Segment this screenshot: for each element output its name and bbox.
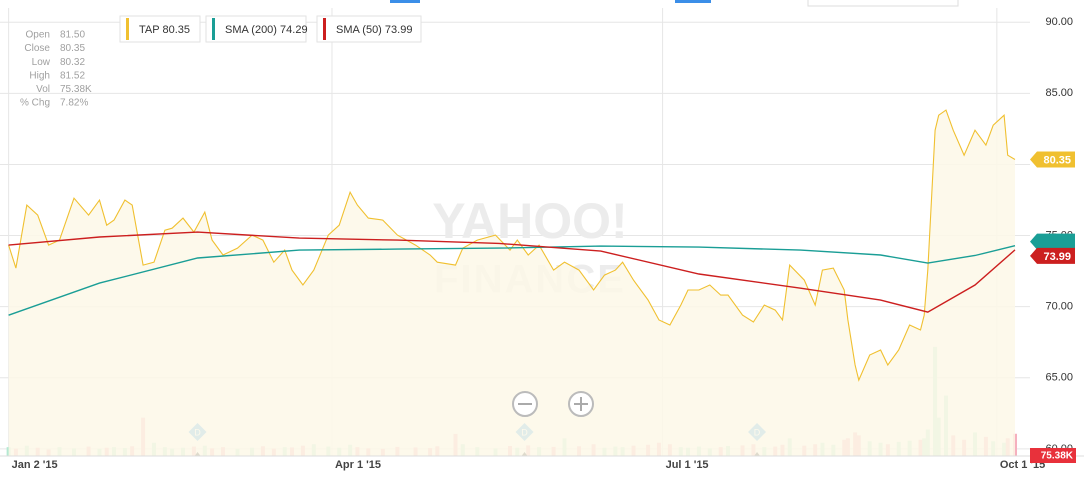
legend-label: TAP 80.35: [139, 24, 190, 36]
legend-box: [205, 15, 307, 43]
legend-name: SMA (200): [225, 24, 277, 36]
y-tick-label: 90.00: [1045, 16, 1073, 28]
x-tick-label: Jan 2 '15: [12, 459, 58, 471]
quote-label: Open: [26, 30, 50, 41]
legend-swatch: [126, 18, 129, 40]
legend-box: [119, 15, 201, 43]
legend-item[interactable]: TAP 80.35: [119, 15, 201, 43]
legend-value: 74.29: [280, 24, 308, 36]
quote-value: 81.50: [60, 30, 85, 41]
quote-value: 80.35: [60, 43, 85, 54]
sma200-pill-bg: [1030, 233, 1075, 250]
legend-item[interactable]: SMA (200) 74.29: [205, 15, 308, 43]
quote-label: High: [29, 70, 50, 81]
x-tick-label: Jul 1 '15: [666, 459, 709, 471]
legend-value: 80.35: [162, 24, 190, 36]
legend-item[interactable]: SMA (50) 73.99: [316, 15, 422, 43]
zoom-controls: [512, 391, 594, 417]
plot: DDD: [8, 109, 1016, 456]
toolbar-box: [807, 0, 959, 7]
price-area: [8, 110, 1016, 456]
quote-panel: Open 81.50 Close 80.35 Low 80.32 High 81.52 Vol 7…: [20, 30, 92, 109]
volume-pill-bg: [1030, 448, 1076, 463]
quote-value: 80.32: [60, 57, 85, 68]
quote-label: % Chg: [20, 98, 50, 109]
series-line: [8, 245, 1016, 316]
quote-label: Low: [32, 57, 51, 68]
legend-label: SMA (200) 74.29: [225, 24, 308, 36]
tab-indicator: [675, 0, 711, 3]
tab-indicator: [390, 0, 420, 3]
x-tick-label: Apr 1 '15: [335, 459, 381, 471]
series-line: [8, 109, 1016, 382]
quote-label: Vol: [36, 84, 50, 95]
y-tick-label: 65.00: [1045, 372, 1073, 384]
legend-box: [316, 15, 422, 43]
sma50-pill-bg: [1030, 247, 1075, 264]
price-pill: 80.35: [1043, 154, 1071, 166]
quote-label: Close: [24, 43, 50, 54]
series-line: [8, 231, 1016, 313]
legend-swatch: [323, 18, 326, 40]
y-tick-label: 85.00: [1045, 87, 1073, 99]
volume-pill: 75.38K: [1041, 451, 1074, 462]
legend-name: SMA (50): [336, 24, 382, 36]
legend-swatch: [212, 18, 215, 40]
legend-label: SMA (50) 73.99: [336, 24, 412, 36]
quote-value: 7.82%: [60, 98, 88, 109]
sma50-pill: 73.99: [1043, 251, 1071, 263]
legend: TAP 80.35 SMA (200) 74.29 SMA (50) 73.99: [119, 15, 422, 43]
quote-value: 75.38K: [60, 84, 92, 95]
zoom-out[interactable]: [512, 391, 538, 417]
watermark-line: YAHOO!: [432, 193, 627, 249]
legend-value: 73.99: [385, 24, 413, 36]
legend-name: TAP: [139, 24, 159, 36]
price-pill-bg: [1030, 151, 1075, 168]
zoom-in[interactable]: [568, 391, 594, 417]
y-tick-label: 70.00: [1045, 301, 1073, 313]
quote-value: 81.52: [60, 70, 85, 81]
